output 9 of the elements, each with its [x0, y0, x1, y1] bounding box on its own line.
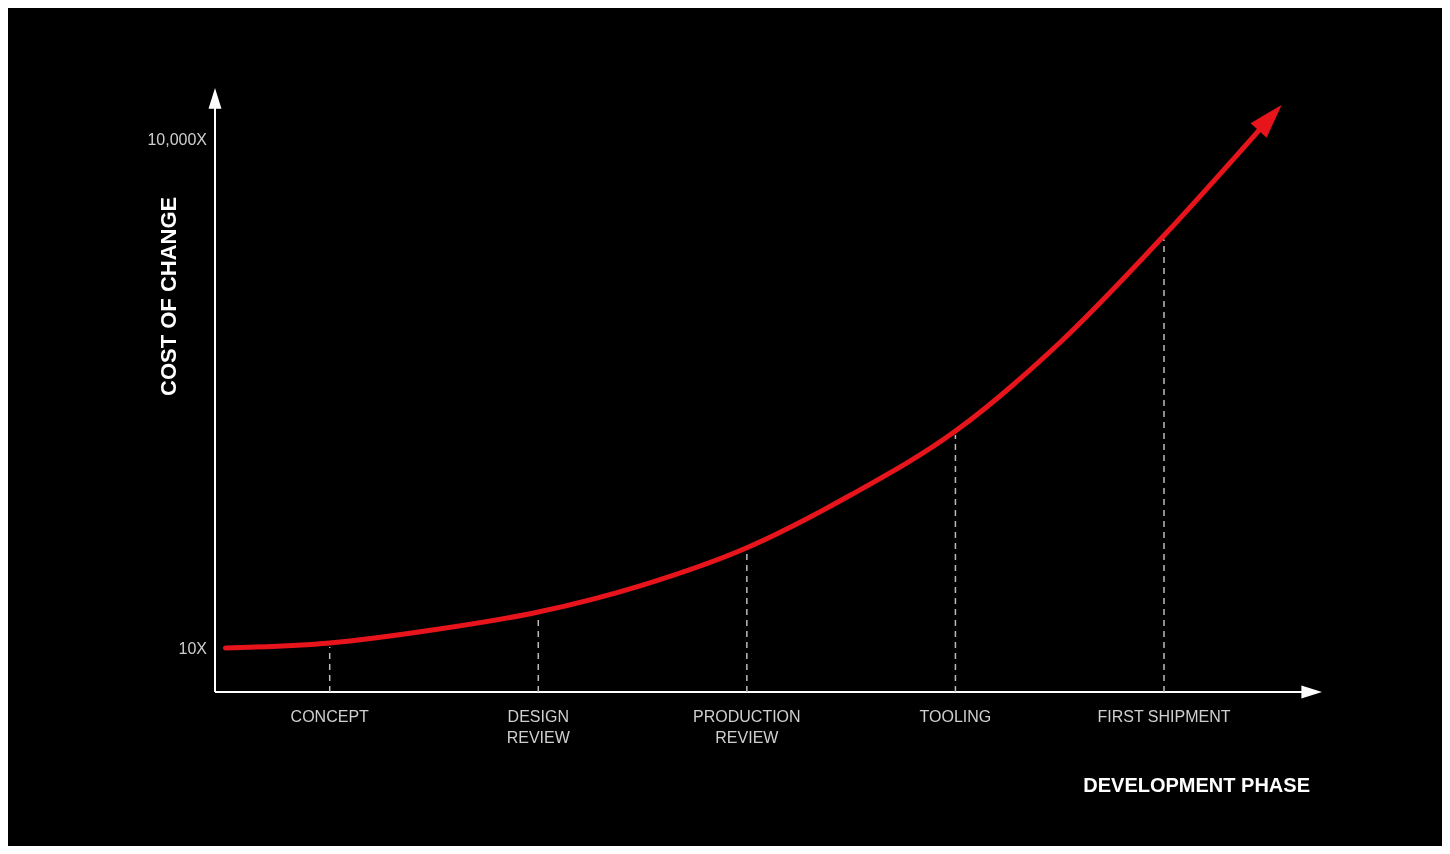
- x-tick-label: CONCEPT: [290, 708, 370, 725]
- y-tick-label: 10X: [178, 639, 208, 657]
- x-axis-title: DEVELOPMENT PHASE: [1083, 774, 1310, 796]
- y-axis-title: COST OF CHANGE: [155, 196, 181, 396]
- y-tick-label: 10,000X: [147, 130, 208, 148]
- x-tick-label: DESIGN REVIEW: [506, 708, 571, 746]
- x-tick-label: FIRST SHIPMENT: [1097, 708, 1231, 725]
- x-tick-label: PRODUCTION REVIEW: [693, 708, 801, 746]
- x-tick-label: TOOLING: [919, 708, 992, 725]
